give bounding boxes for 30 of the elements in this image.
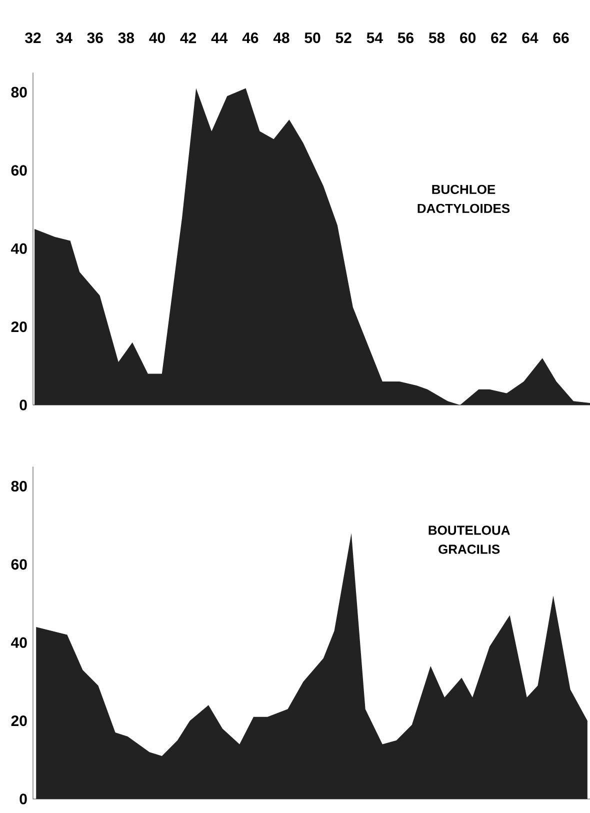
x-tick-label: 34: [56, 32, 72, 44]
y-tick-label: 0: [20, 400, 27, 410]
x-tick-label: 52: [336, 32, 352, 44]
annotation: BUCHLOE DACTYLOIDES: [418, 184, 510, 214]
y-tick-label: 80: [11, 86, 27, 98]
x-tick-label: 48: [273, 32, 290, 44]
y-tick-label: 0: [20, 794, 27, 804]
y-tick-label: 60: [11, 559, 27, 570]
y-tick-label: 80: [11, 480, 27, 492]
x-tick-label: 66: [553, 32, 569, 44]
x-tick-label: 60: [460, 32, 476, 44]
y-tick-label: 20: [11, 321, 27, 332]
x-tick-label: 46: [242, 32, 258, 44]
x-tick-label: 42: [180, 32, 196, 44]
x-tick-label: 44: [211, 32, 228, 44]
x-tick-label: 50: [304, 32, 320, 44]
annotation: BOUTELOUA GRACILIS: [428, 526, 510, 554]
x-tick-label: 38: [118, 32, 134, 44]
y-tick-label: 40: [11, 637, 27, 648]
x-tick-label: 64: [522, 32, 538, 44]
x-tick-label: 36: [87, 32, 103, 44]
x-tick-label: 58: [428, 32, 445, 44]
x-tick-label: 62: [491, 32, 507, 44]
y-tick-label: 20: [11, 715, 27, 726]
y-tick-label: 40: [11, 243, 27, 254]
x-tick-label: 54: [366, 32, 383, 44]
x-tick-label: 56: [398, 32, 414, 44]
x-tick-label: 32: [25, 32, 41, 44]
y-tick-label: 60: [11, 165, 27, 176]
x-tick-label: 40: [149, 32, 165, 44]
